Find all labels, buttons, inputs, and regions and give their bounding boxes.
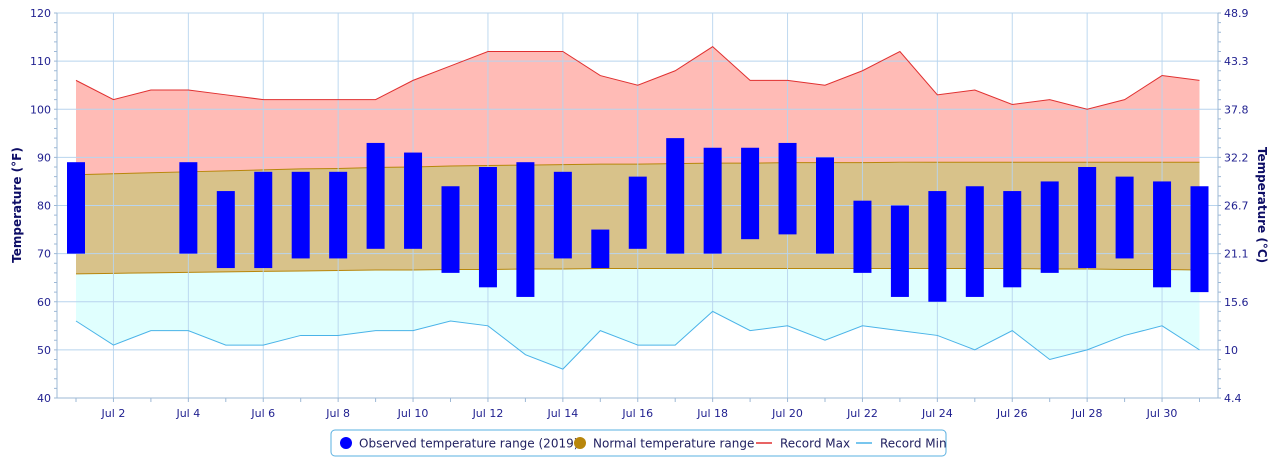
- x-tick-label: Jul 10: [397, 407, 429, 420]
- observed-bar: [291, 171, 310, 259]
- x-tick-label: Jul 20: [771, 407, 803, 420]
- legend-record-min-label: Record Min: [880, 437, 947, 451]
- y-left-tick-label: 120: [30, 7, 51, 20]
- y-right-tick-label: 32.2: [1224, 151, 1249, 164]
- x-tick-label: Jul 4: [175, 407, 200, 420]
- observed-bar: [1003, 191, 1022, 288]
- observed-bar: [741, 147, 760, 240]
- legend-observed-marker: [340, 437, 352, 449]
- legend-item-record-min[interactable]: Record Min: [856, 437, 947, 451]
- observed-bar: [478, 167, 497, 288]
- observed-bars: [67, 138, 1209, 302]
- legend-record-max-label: Record Max: [780, 437, 850, 451]
- observed-bar: [591, 229, 610, 269]
- x-tick-label: Jul 14: [546, 407, 578, 420]
- record-max-line: [75, 46, 1200, 110]
- observed-bar: [816, 157, 834, 254]
- y-left-tick-label: 100: [30, 103, 51, 116]
- legend-box: [330, 429, 947, 457]
- x-tick-label: Jul 24: [921, 407, 953, 420]
- y-right-tick-label: 26.7: [1224, 200, 1249, 213]
- legend-normal-label: Normal temperature range: [593, 437, 754, 451]
- y-right-tick-label: 37.8: [1224, 103, 1249, 116]
- y-left-tick-label: 90: [37, 151, 51, 164]
- observed-bar: [628, 176, 647, 249]
- legend-item-observed[interactable]: Observed temperature range (2019): [340, 437, 578, 451]
- x-tick-label: Jul 8: [325, 407, 350, 420]
- observed-bar: [441, 186, 460, 273]
- x-tick-label: Jul 12: [472, 407, 504, 420]
- y-left-tick-label: 110: [30, 55, 51, 68]
- y-left-tick-label: 80: [37, 200, 51, 213]
- x-tick-label: Jul 2: [101, 407, 126, 420]
- x-tick-label: Jul 22: [846, 407, 878, 420]
- record-min-line: [75, 310, 1200, 370]
- observed-bar: [179, 162, 198, 254]
- y-axis-right-title: Temperature (°C): [1255, 147, 1269, 263]
- observed-bar: [67, 162, 85, 254]
- observed-bar: [965, 186, 984, 297]
- y-left-tick-label: 40: [37, 392, 51, 405]
- observed-bar: [254, 171, 273, 269]
- observed-bar: [404, 152, 423, 249]
- observed-bar: [890, 205, 909, 297]
- observed-bar: [553, 171, 572, 259]
- observed-bar: [703, 147, 722, 254]
- y-right-tick-label: 10: [1224, 344, 1238, 357]
- y-right-tick-label: 43.3: [1224, 55, 1249, 68]
- x-tick-label: Jul 16: [621, 407, 653, 420]
- observed-bar: [928, 191, 947, 302]
- y-right-tick-label: 15.6: [1224, 296, 1249, 309]
- y-right-tick-label: 48.9: [1224, 7, 1249, 20]
- observed-bar: [1078, 167, 1097, 269]
- legend-normal-marker: [574, 437, 586, 449]
- x-tick-label: Jul 26: [996, 407, 1028, 420]
- y-axis-left-title: Temperature (°F): [10, 147, 24, 263]
- y-left-tick-label: 50: [37, 344, 51, 357]
- x-tick-label: Jul 28: [1071, 407, 1103, 420]
- observed-bar: [216, 191, 235, 269]
- y-left-tick-label: 60: [37, 296, 51, 309]
- y-right-tick-label: 21.1: [1224, 248, 1249, 261]
- observed-bar: [853, 200, 872, 273]
- observed-bar: [666, 138, 685, 254]
- observed-bar: [1040, 181, 1059, 273]
- legend-observed-label: Observed temperature range (2019): [359, 437, 578, 451]
- observed-bar: [329, 171, 348, 259]
- observed-bar: [516, 162, 535, 297]
- x-tick-label: Jul 30: [1146, 407, 1178, 420]
- x-tick-label: Jul 6: [250, 407, 275, 420]
- legend-item-normal[interactable]: Normal temperature range: [574, 437, 754, 451]
- observed-bar: [366, 142, 385, 249]
- y-right-tick-label: 4.4: [1224, 392, 1242, 405]
- observed-bar: [1153, 181, 1172, 288]
- y-left-tick-label: 70: [37, 248, 51, 261]
- record-lines: [75, 46, 1200, 370]
- legend-item-record-max[interactable]: Record Max: [756, 437, 850, 451]
- axes: 40 50 60 70 80 90 100 110 120 4.4 10 15.6 21.1 26.7 32…: [30, 7, 1249, 420]
- legend: Observed temperature range (2019) Normal…: [330, 429, 947, 457]
- observed-bar: [1115, 176, 1134, 259]
- observed-bar: [778, 142, 797, 235]
- x-tick-label: Jul 18: [696, 407, 728, 420]
- observed-bar: [1190, 186, 1209, 293]
